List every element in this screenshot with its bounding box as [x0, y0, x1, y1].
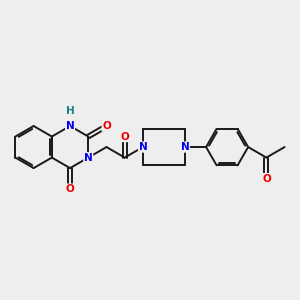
Text: N: N	[66, 121, 74, 131]
Text: N: N	[181, 142, 189, 152]
Text: O: O	[262, 174, 271, 184]
Text: O: O	[66, 184, 74, 194]
Text: O: O	[120, 131, 129, 142]
Text: O: O	[102, 121, 111, 131]
Text: H: H	[66, 106, 74, 116]
Text: N: N	[84, 153, 93, 163]
Text: N: N	[139, 142, 147, 152]
